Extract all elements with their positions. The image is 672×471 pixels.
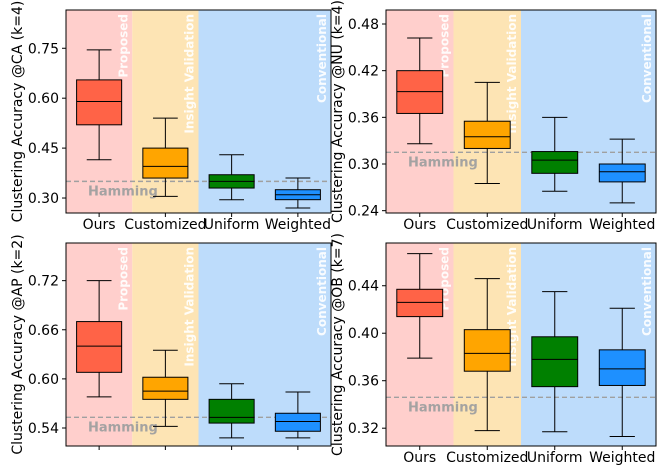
box-weighted xyxy=(274,391,321,439)
box-ours xyxy=(396,253,444,359)
box-body xyxy=(76,79,123,126)
label-insight-validation: Insight Validation xyxy=(183,14,197,134)
y-tick-label: 0.75 xyxy=(28,41,59,57)
y-tick-label: 0.54 xyxy=(28,421,59,437)
box-ours xyxy=(396,37,444,145)
axes-frame xyxy=(385,242,657,447)
axes-frame xyxy=(385,9,657,214)
label-conventional: Conventional xyxy=(640,14,654,103)
y-tick-label: 0.66 xyxy=(28,323,59,339)
box-body xyxy=(531,151,579,174)
y-tick-label: 0.60 xyxy=(28,91,59,107)
y-tick-label: 0.36 xyxy=(348,110,379,126)
box-weighted xyxy=(598,307,646,438)
box-weighted xyxy=(598,138,646,204)
axes-frame xyxy=(65,242,332,447)
label-conventional: Conventional xyxy=(640,247,654,336)
hamming-label: Hamming xyxy=(88,184,158,199)
y-tick-label: 0.32 xyxy=(348,421,379,437)
box-customized xyxy=(463,81,511,184)
x-tick-label: Customized xyxy=(446,217,528,233)
x-tick-label: Ours xyxy=(403,450,436,466)
y-tick-label: 0.40 xyxy=(348,326,379,342)
box-uniform xyxy=(208,383,255,439)
x-tick-label: Ours xyxy=(403,217,436,233)
x-tick-label: Weighted xyxy=(589,217,655,233)
box-customized xyxy=(142,117,189,197)
label-conventional: Conventional xyxy=(315,14,329,103)
label-proposed: Proposed xyxy=(116,14,130,78)
x-tick-label: Weighted xyxy=(589,450,655,466)
y-axis-label: Clustering Accuracy @AP (k=2) xyxy=(10,234,26,454)
y-tick-label: 0.72 xyxy=(28,274,59,290)
box-weighted xyxy=(274,177,321,209)
panel-3: Proposed Insight Validation Conventional Ha… xyxy=(10,234,332,455)
box-body xyxy=(142,147,189,179)
label-proposed: Proposed xyxy=(438,14,452,78)
x-tick-label: Ours xyxy=(83,217,116,233)
box-customized xyxy=(142,349,189,427)
y-tick-label: 0.30 xyxy=(348,157,379,173)
y-tick-label: 0.45 xyxy=(28,141,59,157)
y-tick-label: 0.36 xyxy=(348,374,379,390)
box-body xyxy=(463,329,511,372)
x-tick-label: Uniform xyxy=(204,217,260,233)
box-body xyxy=(76,321,123,373)
x-tick-label: Uniform xyxy=(527,217,583,233)
box-uniform xyxy=(531,291,579,433)
box-customized xyxy=(463,278,511,432)
y-tick-label: 0.42 xyxy=(348,64,379,80)
box-body xyxy=(531,336,579,388)
y-axis-label: Clustering Accuracy @OB (k=7) xyxy=(330,233,346,456)
box-body xyxy=(208,398,255,424)
x-tick-label: Customized xyxy=(124,217,206,233)
panel-4: Proposed Insight Validation ConventionalHa… xyxy=(330,233,657,466)
label-insight-validation: Insight Validation xyxy=(183,247,197,367)
label-proposed: Proposed xyxy=(116,247,130,311)
hamming-label: Hamming xyxy=(408,155,478,170)
box-body xyxy=(274,412,321,432)
label-conventional: Conventional xyxy=(315,247,329,336)
box-body xyxy=(598,163,646,183)
y-axis-label: Clustering Accuracy @NU (k=4) xyxy=(330,0,346,223)
box-body xyxy=(396,288,444,318)
box-ours xyxy=(76,49,123,161)
box-ours xyxy=(76,280,123,398)
y-tick-label: 0.30 xyxy=(28,191,59,207)
box-body xyxy=(142,376,189,400)
y-tick-label: 0.24 xyxy=(348,204,379,220)
panel-1: Proposed Insight Validation Conventional Ha… xyxy=(10,1,332,233)
box-uniform xyxy=(208,154,255,201)
x-tick-label: Weighted xyxy=(265,217,331,233)
x-tick-label: Uniform xyxy=(527,450,583,466)
axes-frame xyxy=(65,9,332,214)
hamming-label: Hamming xyxy=(88,420,158,435)
x-tick-label: Customized xyxy=(446,450,528,466)
hamming-label: Hamming xyxy=(408,400,478,415)
box-body xyxy=(598,349,646,386)
y-tick-label: 0.44 xyxy=(348,279,379,295)
box-body xyxy=(463,120,511,149)
label-insight-validation: Insight Validation xyxy=(505,14,519,134)
region-conventional xyxy=(521,10,656,213)
y-axis-label: Clustering Accuracy @CA (k=4) xyxy=(10,1,26,223)
y-tick-label: 0.60 xyxy=(28,372,59,388)
box-uniform xyxy=(531,116,579,192)
y-tick-label: 0.48 xyxy=(348,17,379,33)
panel-2: Proposed Insight Validation Conventional Ha… xyxy=(330,0,657,233)
